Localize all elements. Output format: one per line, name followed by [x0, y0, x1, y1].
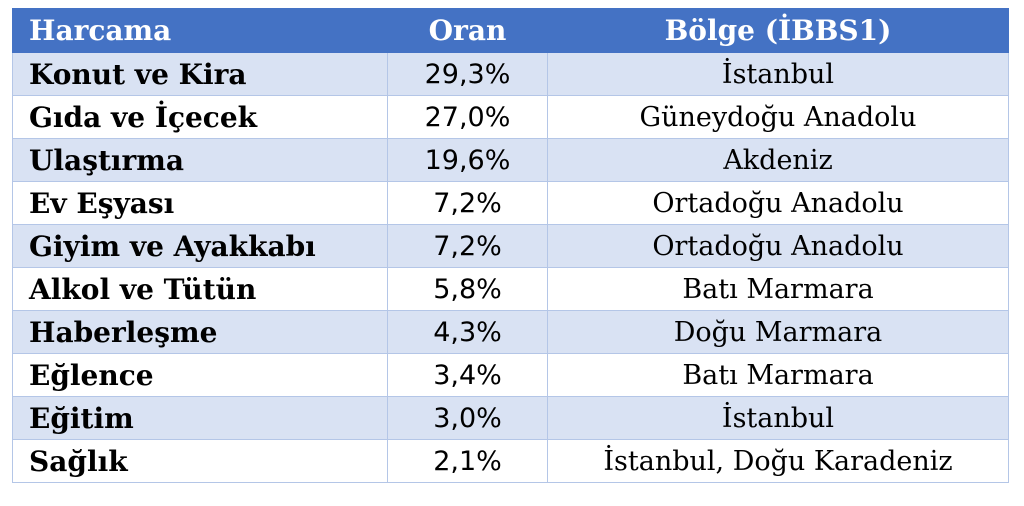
- region-cell: İstanbul: [547, 52, 1009, 96]
- region-cell: Ortadoğu Anadolu: [547, 181, 1009, 225]
- region-cell: Batı Marmara: [547, 353, 1009, 397]
- table-row: Gıda ve İçecek 27,0% Güneydoğu Anadolu: [12, 95, 1009, 139]
- category-cell: Konut ve Kira: [12, 52, 388, 96]
- header-harcama: Harcama: [12, 8, 388, 53]
- table-row: Ulaştırma 19,6% Akdeniz: [12, 138, 1009, 182]
- table-row: Haberleşme 4,3% Doğu Marmara: [12, 310, 1009, 354]
- table-body: Konut ve Kira 29,3% İstanbul Gıda ve İçe…: [12, 52, 1009, 483]
- region-cell: Akdeniz: [547, 138, 1009, 182]
- category-cell: Eğitim: [12, 396, 388, 440]
- ratio-cell: 7,2%: [387, 181, 548, 225]
- table-row: Sağlık 2,1% İstanbul, Doğu Karadeniz: [12, 439, 1009, 483]
- table-row: Konut ve Kira 29,3% İstanbul: [12, 52, 1009, 96]
- table-row: Giyim ve Ayakkabı 7,2% Ortadoğu Anadolu: [12, 224, 1009, 268]
- category-cell: Eğlence: [12, 353, 388, 397]
- category-cell: Giyim ve Ayakkabı: [12, 224, 388, 268]
- ratio-cell: 3,4%: [387, 353, 548, 397]
- region-cell: Güneydoğu Anadolu: [547, 95, 1009, 139]
- category-cell: Gıda ve İçecek: [12, 95, 388, 139]
- category-cell: Ev Eşyası: [12, 181, 388, 225]
- ratio-cell: 29,3%: [387, 52, 548, 96]
- ratio-cell: 4,3%: [387, 310, 548, 354]
- region-cell: İstanbul: [547, 396, 1009, 440]
- table-header: Harcama Oran Bölge (İBBS1): [12, 8, 1009, 53]
- table-row: Alkol ve Tütün 5,8% Batı Marmara: [12, 267, 1009, 311]
- ratio-cell: 5,8%: [387, 267, 548, 311]
- table-row: Ev Eşyası 7,2% Ortadoğu Anadolu: [12, 181, 1009, 225]
- region-cell: İstanbul, Doğu Karadeniz: [547, 439, 1009, 483]
- header-row: Harcama Oran Bölge (İBBS1): [12, 8, 1009, 53]
- ratio-cell: 7,2%: [387, 224, 548, 268]
- table-row: Eğlence 3,4% Batı Marmara: [12, 353, 1009, 397]
- ratio-cell: 19,6%: [387, 138, 548, 182]
- category-cell: Alkol ve Tütün: [12, 267, 388, 311]
- ratio-cell: 3,0%: [387, 396, 548, 440]
- spending-table: Harcama Oran Bölge (İBBS1) Konut ve Kira…: [12, 8, 1009, 483]
- ratio-cell: 2,1%: [387, 439, 548, 483]
- category-cell: Haberleşme: [12, 310, 388, 354]
- region-cell: Ortadoğu Anadolu: [547, 224, 1009, 268]
- table-row: Eğitim 3,0% İstanbul: [12, 396, 1009, 440]
- ratio-cell: 27,0%: [387, 95, 548, 139]
- category-cell: Sağlık: [12, 439, 388, 483]
- region-cell: Batı Marmara: [547, 267, 1009, 311]
- region-cell: Doğu Marmara: [547, 310, 1009, 354]
- header-bolge: Bölge (İBBS1): [547, 8, 1009, 53]
- category-cell: Ulaştırma: [12, 138, 388, 182]
- header-oran: Oran: [387, 8, 548, 53]
